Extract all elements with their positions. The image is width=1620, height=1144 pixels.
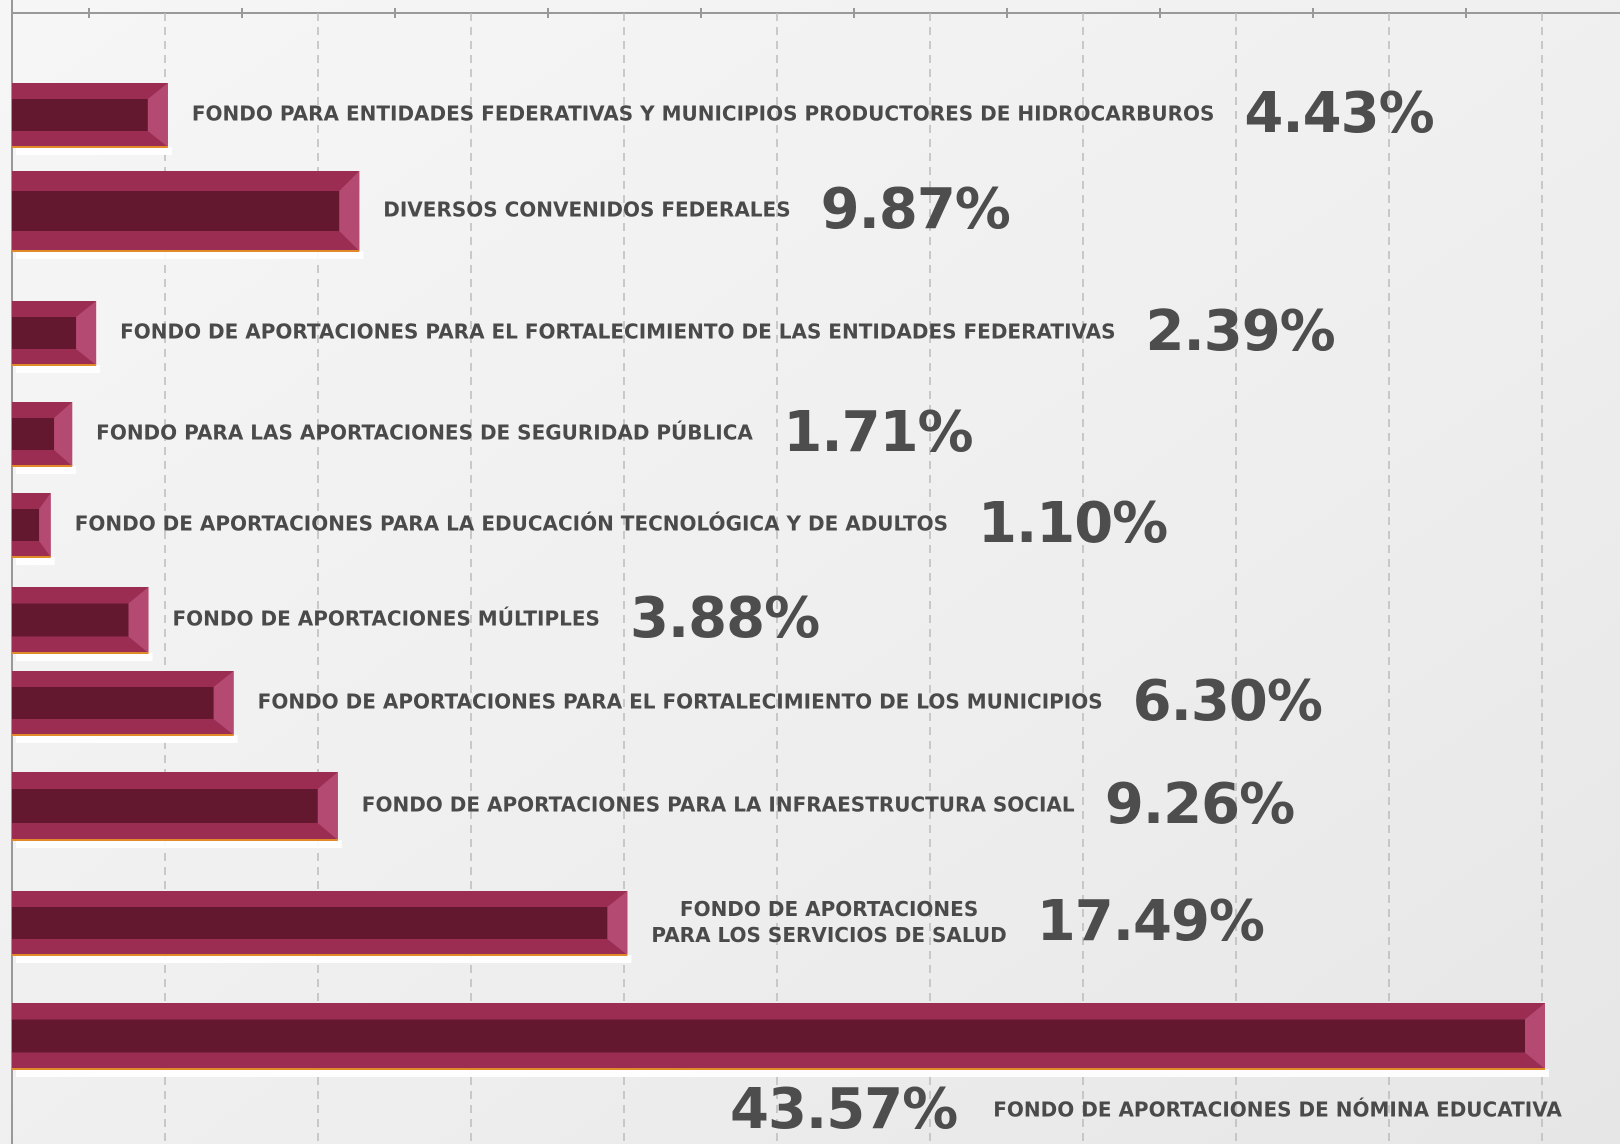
bar-inner [12, 317, 77, 349]
category-label: FONDO DE APORTACIONES PARA EL FORTALECIM… [258, 690, 1103, 714]
category-label: FONDO DE APORTACIONES PARA LOS SERVICIOS … [651, 897, 1006, 947]
bar-inner [12, 687, 214, 719]
bar-shadow [16, 955, 632, 963]
category-label-line: PARA LOS SERVICIOS DE SALUD [651, 923, 1006, 947]
bar-inner [12, 603, 129, 637]
bar-bevel [339, 171, 360, 251]
category-label: FONDO PARA LAS APORTACIONES DE SEGURIDAD… [96, 421, 753, 445]
bar-inner [12, 418, 55, 450]
category-label: FONDO DE APORTACIONES PARA EL FORTALECIM… [120, 320, 1115, 344]
category-label: FONDO DE APORTACIONES PARA LA EDUCACIÓN … [75, 512, 948, 536]
value-label: 43.57% [730, 1077, 957, 1142]
bar-inner [12, 99, 148, 131]
bar-group [12, 671, 238, 743]
bar-bevel [607, 891, 628, 955]
category-label-line: FONDO DE APORTACIONES [680, 897, 978, 921]
bar-group [12, 171, 364, 259]
value-label: 3.88% [630, 586, 819, 651]
value-label: 4.43% [1244, 81, 1433, 146]
bar-bevel [128, 587, 149, 653]
bar-bevel [39, 493, 51, 557]
category-label: FONDO DE APORTACIONES DE NÓMINA EDUCATIV… [993, 1098, 1562, 1122]
value-label: 6.30% [1133, 669, 1322, 734]
bar-group [12, 301, 101, 373]
bar-shadow [16, 1069, 1549, 1077]
bar-shadow [16, 840, 342, 848]
value-label: 9.26% [1105, 772, 1294, 837]
bar-shadow [16, 735, 238, 743]
bar-shadow [16, 466, 77, 474]
category-label: FONDO DE APORTACIONES PARA LA INFRAESTRU… [362, 793, 1075, 817]
bar-bevel [213, 671, 234, 735]
category-label: FONDO PARA ENTIDADES FEDERATIVAS Y MUNIC… [192, 102, 1215, 126]
bar-shadow [16, 251, 364, 259]
bar-inner [12, 191, 340, 231]
bar-inner [12, 907, 608, 939]
bar-bevel [147, 83, 168, 147]
bar-group [12, 772, 342, 848]
value-label: 2.39% [1146, 299, 1335, 364]
bar-inner [12, 1019, 1525, 1053]
bar-group [12, 587, 153, 661]
bar-shadow [16, 653, 153, 661]
bar-inner [12, 509, 40, 541]
bar-bevel [1525, 1003, 1545, 1069]
bar-bevel [317, 772, 338, 840]
category-label: DIVERSOS CONVENIDOS FEDERALES [383, 198, 790, 222]
bar-group [12, 1003, 1549, 1077]
bar-group [12, 891, 632, 963]
bar-shadow [16, 557, 55, 565]
bar-group [12, 83, 172, 155]
bar-bevel [54, 402, 73, 466]
bar-group [12, 493, 55, 565]
value-label: 1.10% [978, 491, 1167, 556]
bar-inner [12, 789, 318, 823]
bar-bevel [76, 301, 97, 365]
bar-group [12, 402, 77, 474]
bar-shadow [16, 365, 101, 373]
category-label: FONDO DE APORTACIONES MÚLTIPLES [173, 607, 600, 631]
value-label: 17.49% [1037, 889, 1264, 954]
value-label: 9.87% [821, 177, 1010, 242]
bar-shadow [16, 147, 172, 155]
value-label: 1.71% [783, 400, 972, 465]
